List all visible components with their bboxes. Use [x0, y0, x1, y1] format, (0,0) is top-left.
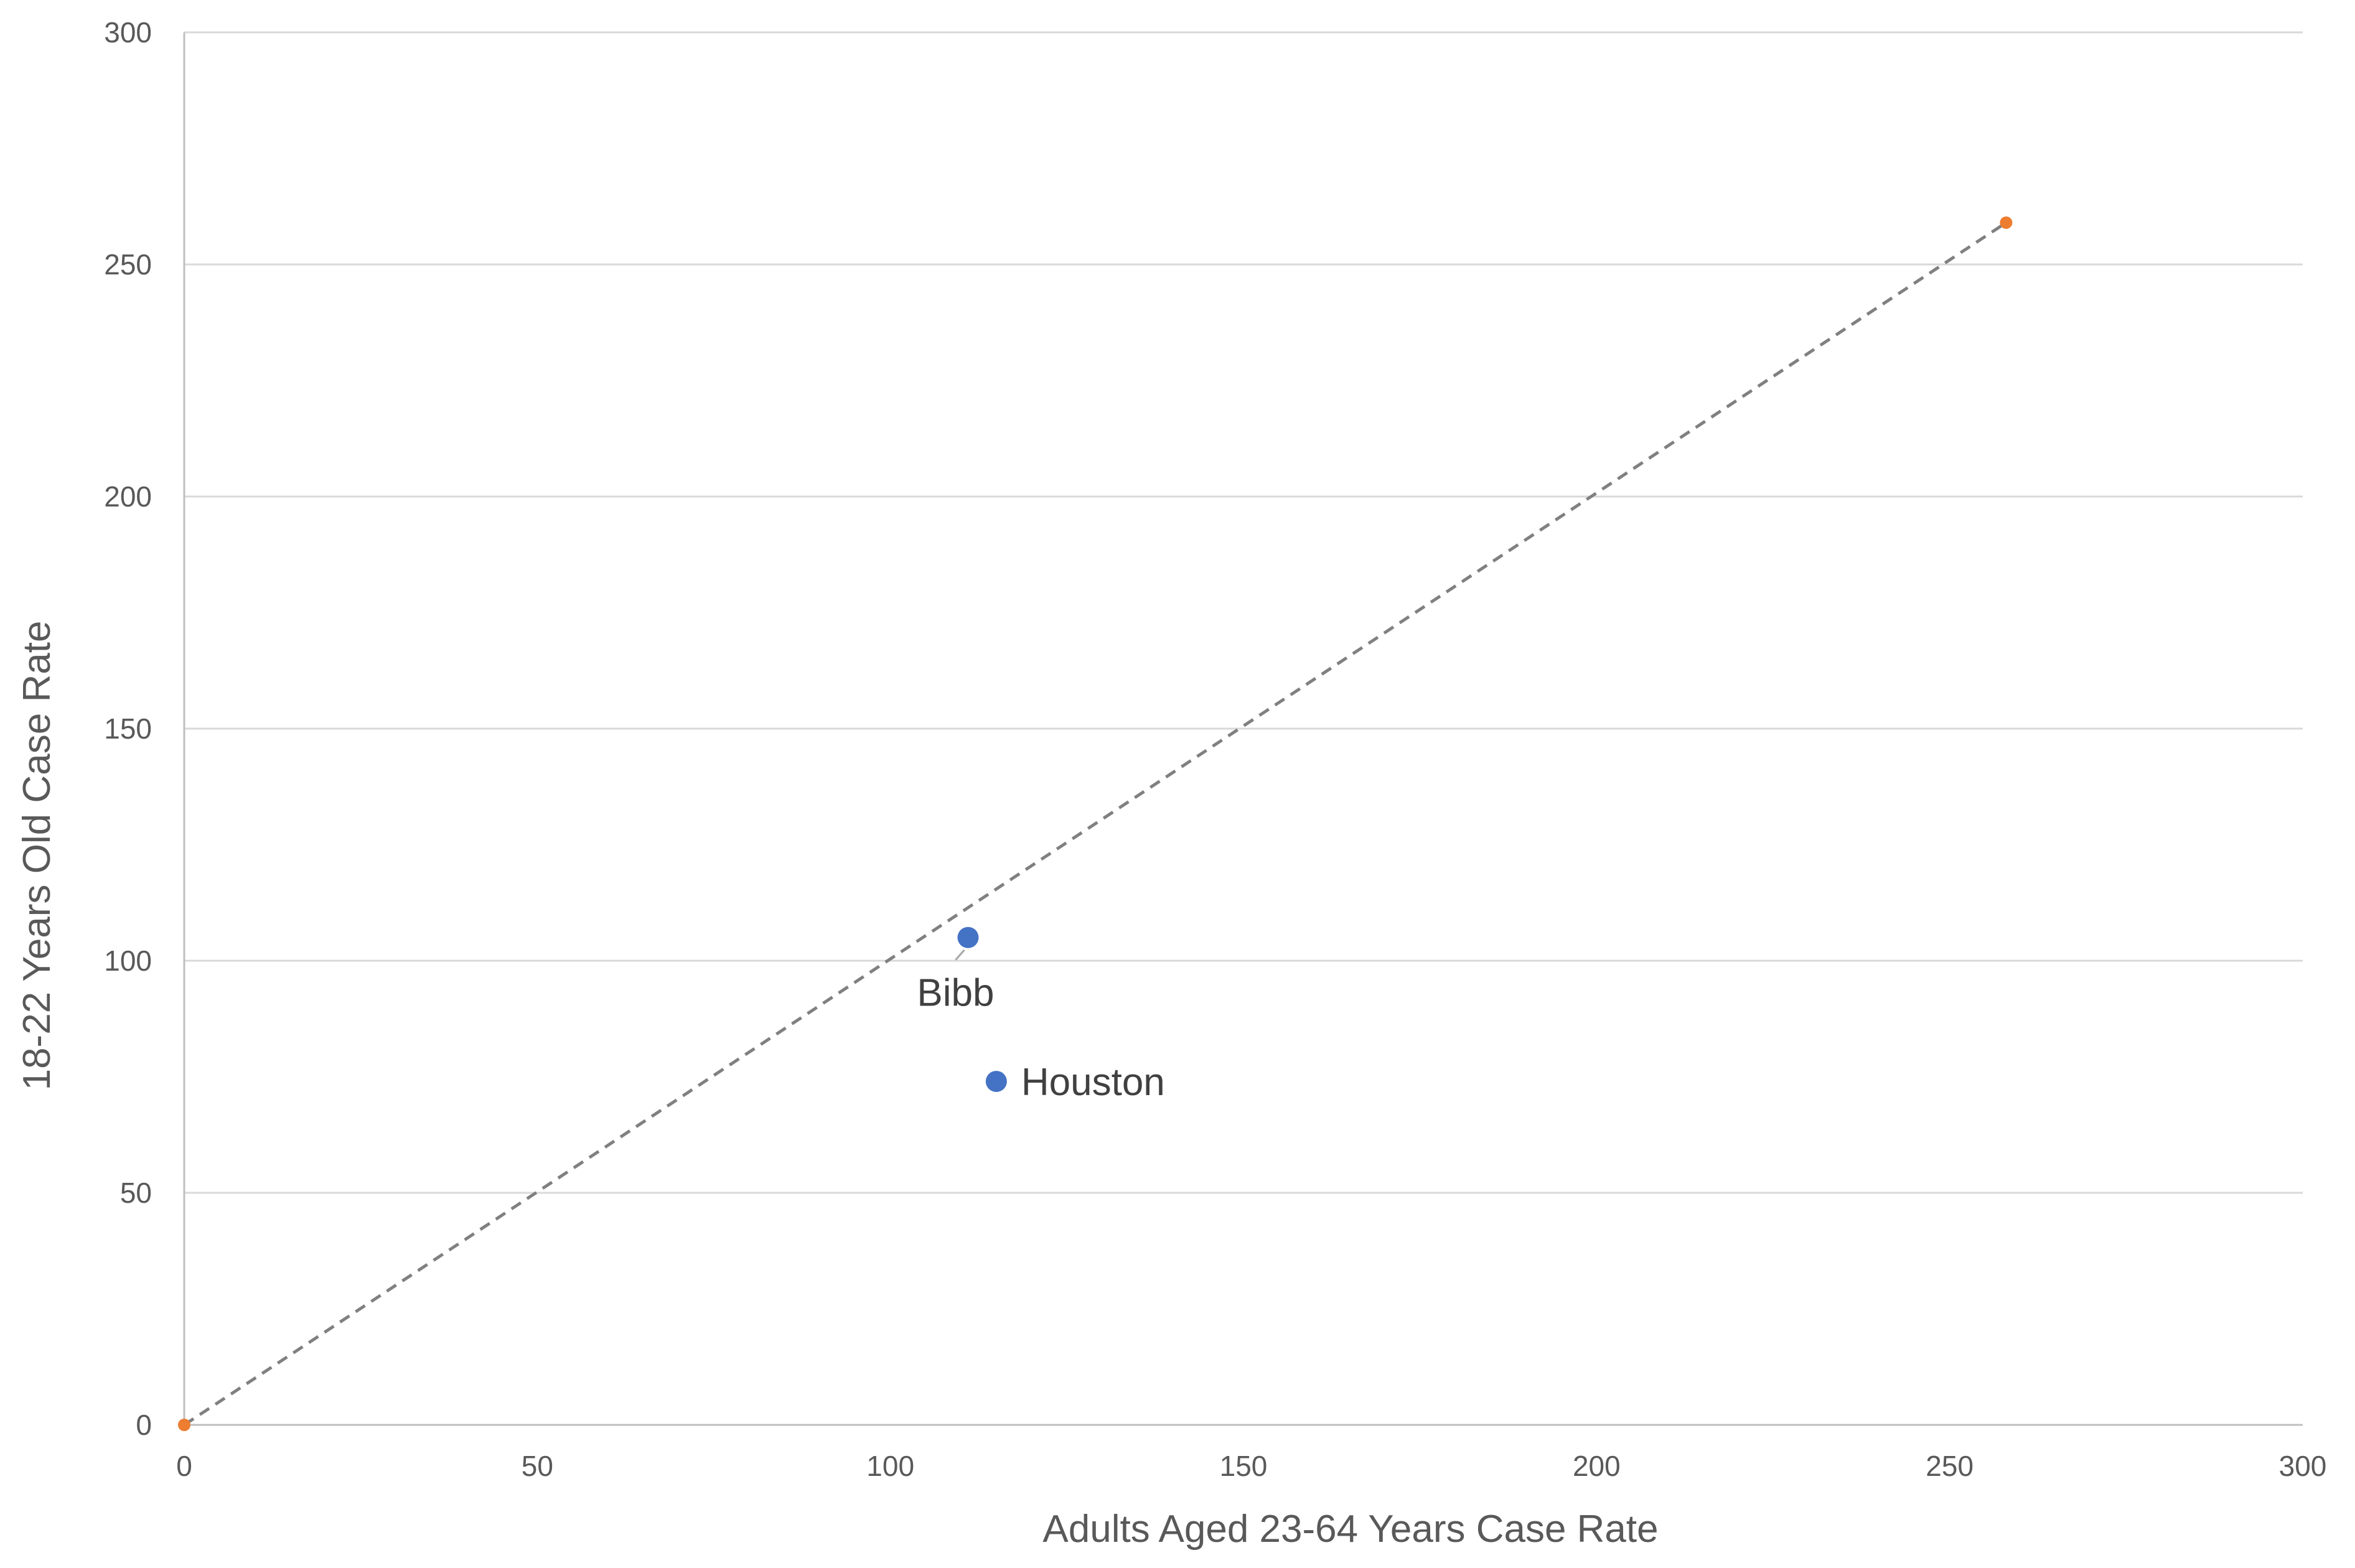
- x-tick-label: 200: [1573, 1450, 1621, 1482]
- reference-line: [183, 221, 2007, 1427]
- y-tick-label: 150: [104, 712, 152, 745]
- data-label: Bibb: [917, 972, 994, 1015]
- y-tick-label: 0: [136, 1409, 152, 1441]
- reference-point: [2000, 216, 2013, 229]
- gridlines: [184, 31, 2303, 1194]
- x-tick-label: 250: [1926, 1450, 1973, 1482]
- data-labels: Bibb Houston: [917, 949, 1165, 1104]
- y-tick-label: 250: [104, 248, 152, 281]
- y-tick-label: 200: [104, 480, 152, 513]
- x-axis-title: Adults Aged 23-64 Years Case Rate: [1042, 1508, 1658, 1551]
- reference-point: [178, 1419, 190, 1431]
- data-points: [178, 216, 2013, 1431]
- x-tick-label: 50: [522, 1450, 553, 1482]
- y-axis-title: 18-22 Years Old Case Rate: [16, 621, 59, 1091]
- data-point: [985, 1070, 1007, 1092]
- axes: [183, 32, 2303, 1426]
- x-tick-label: 100: [866, 1450, 914, 1482]
- x-tick-label: 0: [176, 1450, 192, 1482]
- y-tick-label: 100: [104, 945, 152, 977]
- series-lines: [183, 221, 2007, 1427]
- x-tick-label: 150: [1220, 1450, 1268, 1482]
- tick-labels: 0 50 100 150 200 250 300 0 50 100 150 200 250 300: [104, 16, 2326, 1482]
- y-tick-label: 300: [104, 16, 152, 49]
- data-point: [957, 926, 979, 948]
- x-tick-label: 300: [2279, 1450, 2327, 1482]
- y-tick-label: 50: [120, 1177, 152, 1209]
- data-label-leader: [955, 949, 965, 961]
- data-label: Houston: [1021, 1061, 1165, 1104]
